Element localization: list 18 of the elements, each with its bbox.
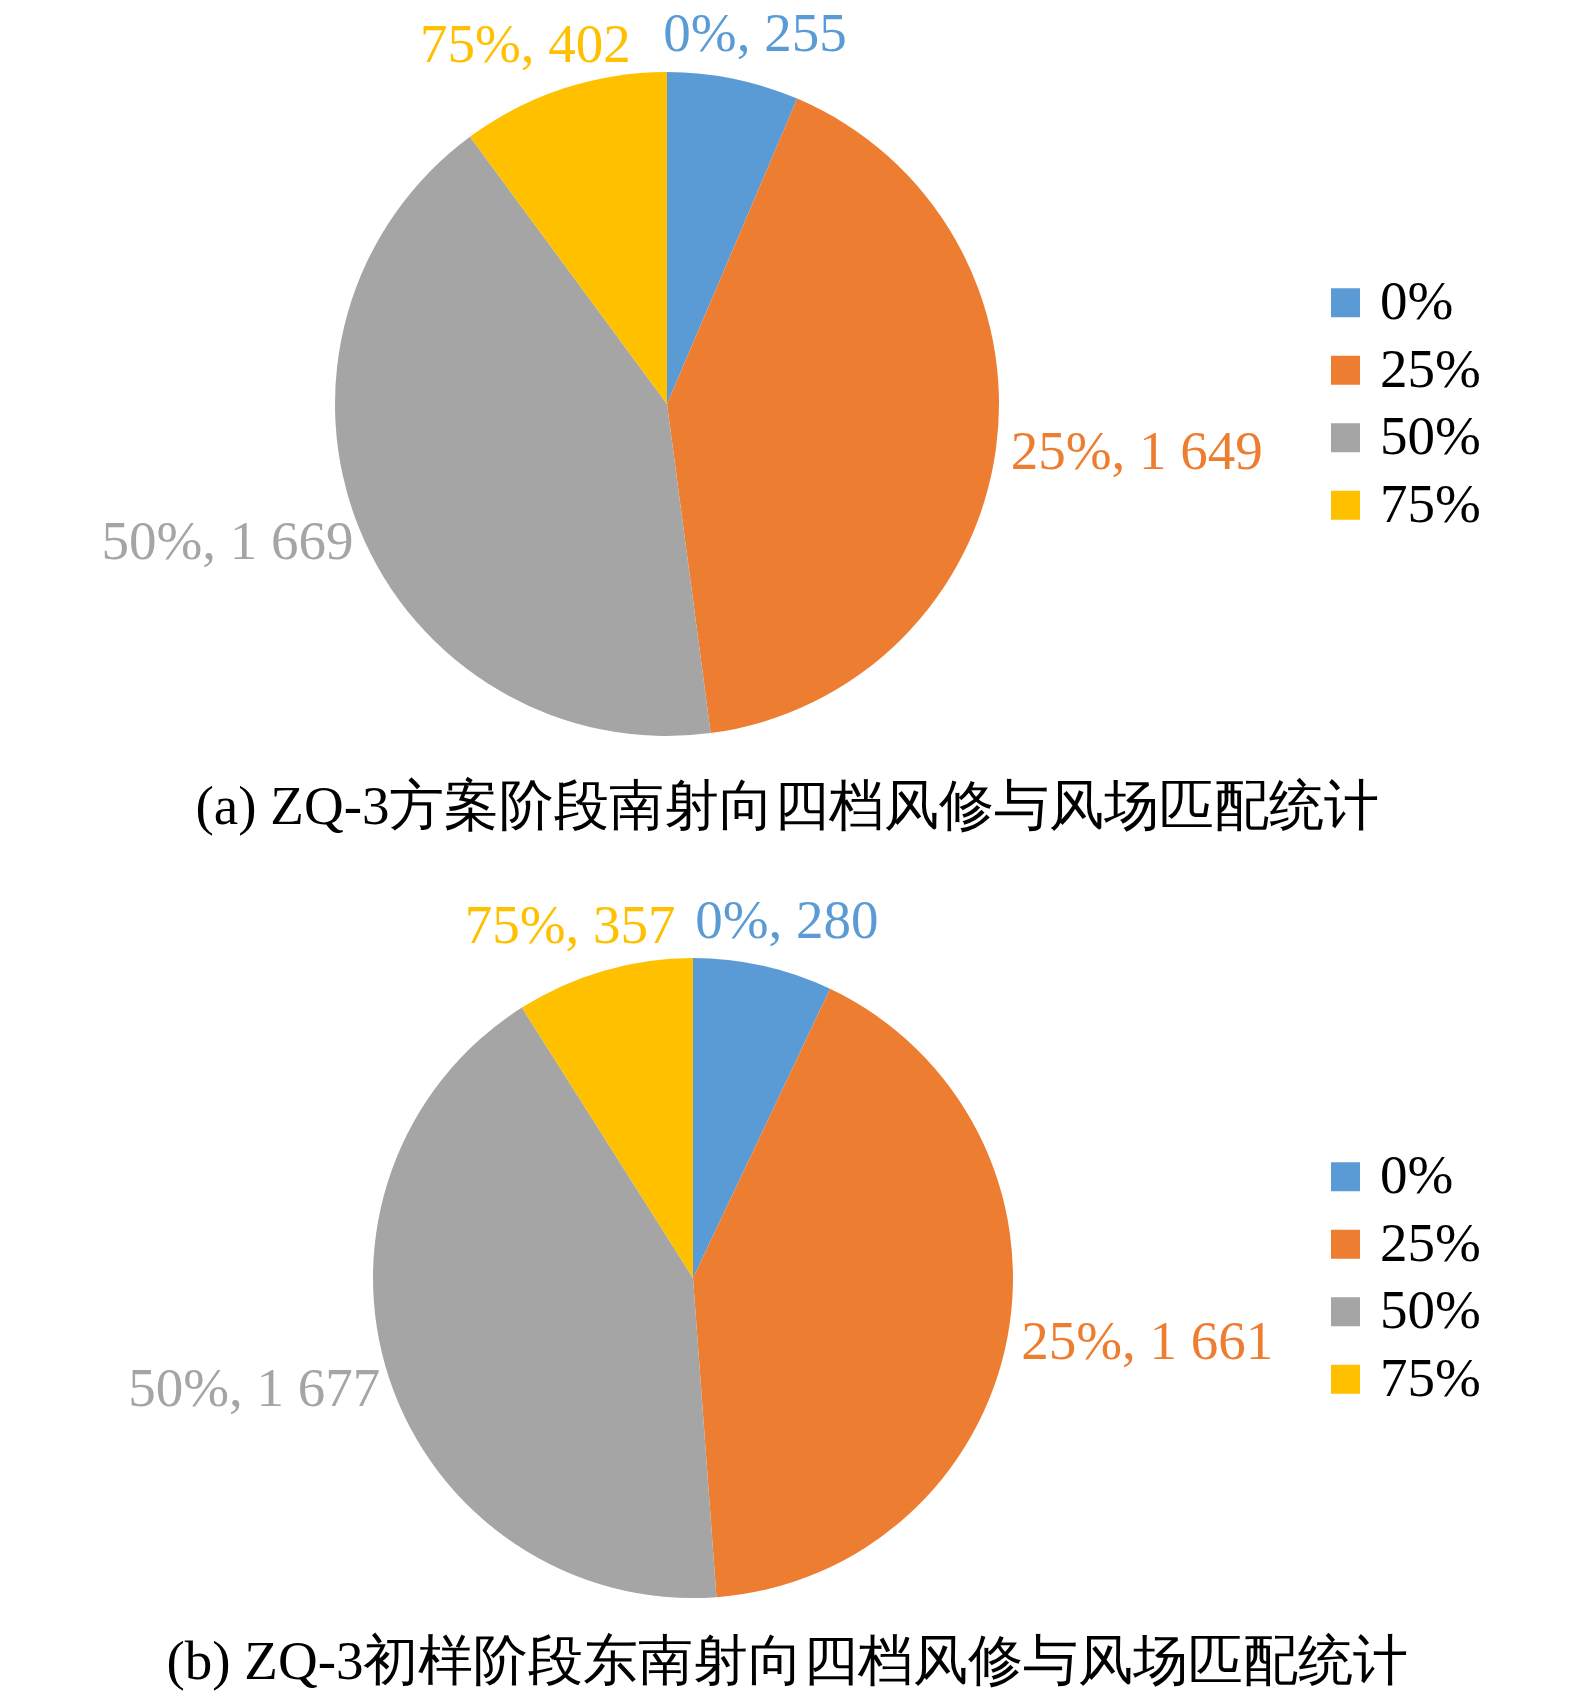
data-label: 0%, 280 — [695, 888, 879, 950]
data-label: 50%, 1 669 — [101, 510, 354, 572]
text: (a) ZQ-3方案阶段南射向四档风修与风场匹配统计 — [194, 775, 1381, 837]
legend-label: 75% — [1380, 1346, 1481, 1408]
data-label: 25%, 1 649 — [1010, 420, 1263, 482]
data-label: 25%, 1 661 — [1021, 1310, 1274, 1372]
legend-label: 0% — [1380, 270, 1454, 332]
legend-label: 50% — [1380, 405, 1481, 467]
data-label: 0%, 255 — [663, 1, 847, 63]
legend-label: 25% — [1380, 1211, 1481, 1273]
text: (b) ZQ-3初样阶段东南射向四档风修与风场匹配统计 — [165, 1630, 1410, 1692]
data-label: 75%, 357 — [464, 894, 676, 956]
legend-label: 25% — [1380, 337, 1481, 399]
legend-label: 50% — [1380, 1279, 1481, 1341]
legend-label: 75% — [1380, 472, 1481, 534]
data-label: 75%, 402 — [419, 12, 631, 74]
data-label: 50%, 1 677 — [128, 1357, 381, 1419]
legend-label: 0% — [1380, 1144, 1454, 1206]
